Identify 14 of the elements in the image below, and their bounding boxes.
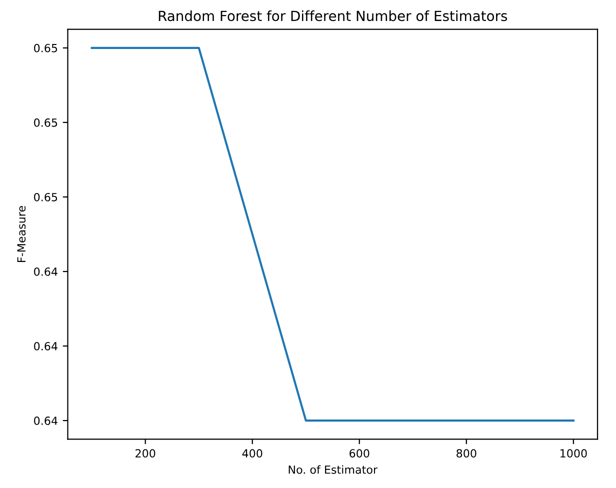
y-tick-label: 0.64	[34, 342, 58, 350]
x-tick-label: 600	[350, 449, 370, 458]
x-axis-title: No. of Estimator	[288, 465, 378, 474]
y-axis-title: F-Measure	[17, 206, 26, 262]
y-tick-label: 0.65	[34, 118, 58, 127]
chart-title: Random Forest for Different Number of Estimators	[158, 10, 508, 22]
y-tick-label: 0.64	[34, 416, 58, 425]
y-tick-label: 0.65	[34, 192, 58, 202]
y-tick-label: 0.65	[34, 44, 58, 52]
x-tick-label: 800	[456, 449, 476, 458]
y-tick-label: 0.64	[34, 267, 58, 276]
x-tick-label: 200	[136, 449, 156, 458]
x-tick-label: 400	[242, 449, 262, 458]
x-tick-label: 1000	[560, 449, 587, 458]
